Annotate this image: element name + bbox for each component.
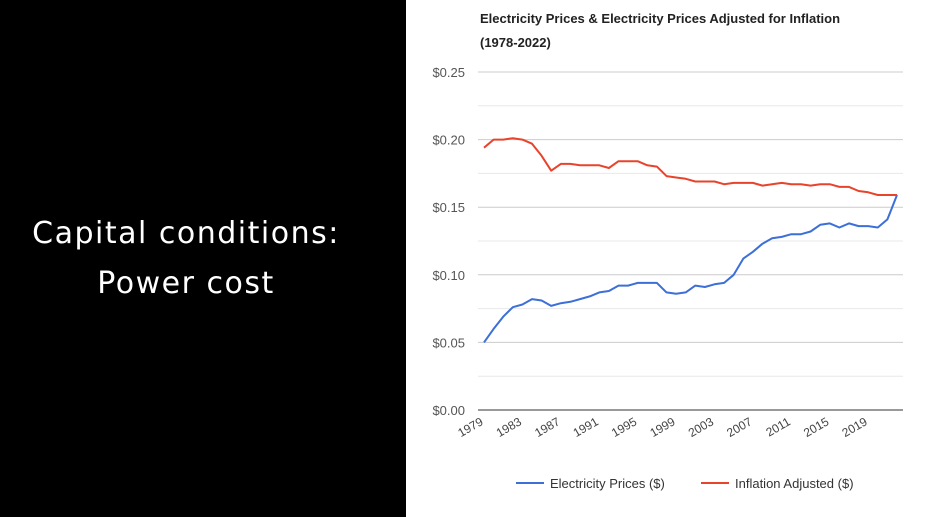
y-tick-label: $0.00 [432,403,465,418]
slide-title-line2: Power cost [97,266,275,301]
y-tick-label: $0.15 [432,200,465,215]
y-tick-label: $0.10 [432,268,465,283]
chart-title: Electricity Prices & Electricity Prices … [480,11,840,26]
x-tick-label: 2007 [724,414,754,440]
slide-left-panel: Capital conditions: Power cost [0,0,406,517]
x-tick-label: 1987 [532,414,562,440]
x-tick-label: 1983 [494,414,524,440]
x-tick-label: 1995 [609,414,639,440]
y-tick-label: $0.20 [432,133,465,148]
x-tick-label: 2019 [840,414,870,440]
series-line-inflation-adjusted [483,137,897,196]
legend-label: Electricity Prices ($) [550,476,665,491]
legend-label: Inflation Adjusted ($) [735,476,854,491]
x-tick-label: 1999 [647,414,677,440]
series-line-electricity-prices [483,194,898,343]
y-tick-label: $0.05 [432,335,465,350]
line-chart: Electricity Prices & Electricity Prices … [432,11,903,491]
x-tick-label: 1979 [455,414,485,440]
chart-subtitle: (1978-2022) [480,35,551,50]
x-tick-label: 1991 [571,414,601,440]
x-tick-label: 2011 [763,414,793,439]
y-tick-label: $0.25 [432,65,465,80]
slide-title-line1: Capital conditions: [32,216,340,251]
x-tick-label: 2003 [686,414,716,440]
x-tick-label: 2015 [801,414,831,440]
